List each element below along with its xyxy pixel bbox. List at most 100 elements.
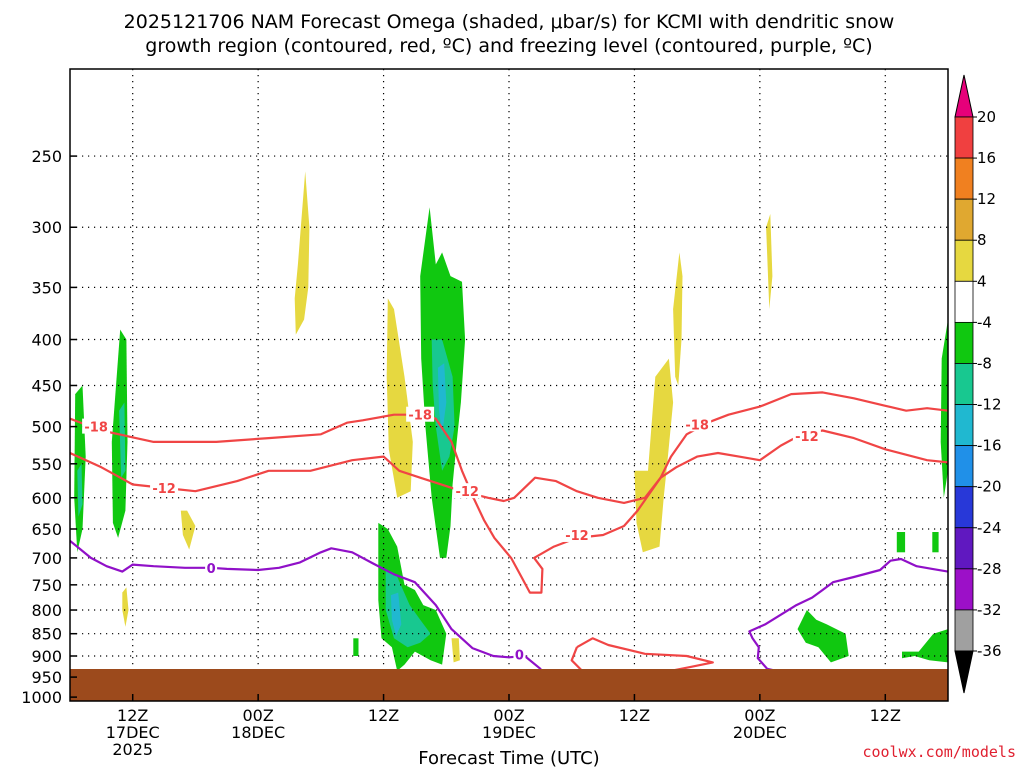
y-tick-label-300: 300 <box>31 218 62 237</box>
colorbar-band-12 <box>954 609 974 652</box>
colorbar-band-0 <box>954 116 974 159</box>
contour-label-freezing-0-1: 0 <box>515 649 524 664</box>
omega-region-rise-9 <box>932 532 939 553</box>
omega-region-rise-3c <box>437 363 447 435</box>
y-tick-label-550: 550 <box>31 455 62 474</box>
x-tick-label-6: 12Z <box>117 706 148 725</box>
contour-label-dgz-minus12-0: -12 <box>152 482 176 497</box>
contour-label-dgz-minus12-2: -12 <box>565 529 589 544</box>
y-tick-label-450: 450 <box>31 376 62 395</box>
omega-region-sink-7 <box>673 252 683 386</box>
contour-dgz-minus12 <box>70 429 948 504</box>
colorbar-label-1: 16 <box>977 149 996 167</box>
colorbar-band-4 <box>954 280 974 323</box>
y-axis: 250 300 350 400 450 500 550 600 650 700 750 800 850 9… <box>21 147 77 707</box>
y-tick-label-600: 600 <box>31 489 62 508</box>
x-tick-label-18: 00Z <box>242 706 273 725</box>
colorbar-label-3: 8 <box>977 231 987 249</box>
y-tick-label-650: 650 <box>31 520 62 539</box>
contour-label-bg-dgz-minus18-0 <box>82 418 111 434</box>
x-tick-date-42: 19DEC <box>482 723 536 742</box>
omega-region-rise-8 <box>896 532 906 553</box>
y-tick-label-850: 850 <box>31 625 62 644</box>
colorbar-label-4: 4 <box>977 272 987 290</box>
colorbar-label-7: -12 <box>977 396 1002 414</box>
contour-label-bg-freezing-0-1 <box>513 646 526 662</box>
contour-label-dgz-minus18-1: -18 <box>408 409 432 424</box>
colorbar: 20 16 12 8 4 -4 -8 -12 -16 -20 -24 -28 -32 -36 <box>954 74 1002 694</box>
y-tick-label-350: 350 <box>31 278 62 297</box>
grid-lines <box>70 69 948 701</box>
omega-region-sink-8 <box>766 214 773 310</box>
y-tick-label-800: 800 <box>31 601 62 620</box>
omega-region-sink-6 <box>634 358 674 553</box>
colorbar-label-13: -36 <box>977 642 1002 660</box>
colorbar-band-8 <box>954 445 974 488</box>
contour-label-freezing-0-0: 0 <box>207 562 216 577</box>
x-axis-label: Forecast Time (UTC) <box>418 748 599 768</box>
contour-freezing-0-east <box>748 557 948 687</box>
y-tick-label-700: 700 <box>31 549 62 568</box>
contour-dgz-minus18 <box>70 391 948 594</box>
contour-label-dgz-minus18-0: -18 <box>84 421 108 436</box>
chart-title-line-2: growth region (contoured, red, ºC) and f… <box>145 35 872 57</box>
omega-region-rise-4c <box>390 592 402 636</box>
colorbar-band-6 <box>954 363 974 405</box>
colorbar-band-5 <box>954 321 974 364</box>
colorbar-band-1 <box>954 157 974 200</box>
colorbar-label-5: -4 <box>977 313 992 331</box>
contour-label-bg-freezing-0-0 <box>205 559 218 575</box>
colorbar-band-10 <box>954 527 974 570</box>
y-tick-label-950: 950 <box>31 668 62 687</box>
x-tick-label-54: 12Z <box>619 706 650 725</box>
colorbar-label-8: -16 <box>977 437 1002 455</box>
omega-region-rise-10 <box>353 638 359 656</box>
omega-region-rise-6 <box>902 629 948 663</box>
colorbar-label-6: -8 <box>977 354 992 372</box>
omega-region-rise-2b <box>119 402 126 478</box>
omega-region-sink-1 <box>122 587 129 627</box>
colorbar-band-2 <box>954 198 974 241</box>
contour-label-bg-dgz-minus12-1 <box>453 483 482 499</box>
colorbar-band-9 <box>954 486 974 529</box>
y-tick-label-500: 500 <box>31 418 62 437</box>
omega-region-rise-1b <box>77 463 83 517</box>
colorbar-under-arrow <box>954 650 974 694</box>
x-tick-label-42: 00Z <box>493 706 524 725</box>
omega-region-rise-5 <box>797 610 849 663</box>
contour-label-dgz-minus12-3: -12 <box>795 430 819 445</box>
credit-link[interactable]: coolwx.com/models <box>862 743 1016 761</box>
colorbar-label-2: 12 <box>977 190 996 208</box>
plot-area: -18-18-18-12-12-12-12-12000 <box>70 69 948 701</box>
contour-label-dgz-minus18-2: -18 <box>685 418 709 433</box>
x-tick-label-66: 00Z <box>744 706 775 725</box>
omega-region-rise-7 <box>940 319 948 498</box>
contour-label-bg-dgz-minus18-1 <box>406 406 435 422</box>
contour-freezing-0 <box>70 539 548 693</box>
colorbar-label-10: -24 <box>977 519 1002 537</box>
colorbar-label-9: -20 <box>977 478 1002 496</box>
colorbar-over-arrow <box>954 74 974 118</box>
y-tick-label-750: 750 <box>31 576 62 595</box>
x-tick-year-6: 2025 <box>112 740 153 759</box>
x-tick-label-78: 12Z <box>870 706 901 725</box>
contours: -18-18-18-12-12-12-12-12000 <box>70 391 948 700</box>
colorbar-label-12: -32 <box>977 601 1002 619</box>
x-tick-date-66: 20DEC <box>733 723 787 742</box>
x-tick-label-30: 12Z <box>368 706 399 725</box>
omega-region-sink-5 <box>451 638 460 663</box>
colorbar-band-3 <box>954 239 974 282</box>
y-tick-label-400: 400 <box>31 331 62 350</box>
contour-label-bg-dgz-minus12-0 <box>150 479 179 495</box>
omega-shading <box>74 171 948 671</box>
omega-region-sink-3 <box>294 171 310 335</box>
y-tick-label-1000: 1000 <box>21 688 62 707</box>
chart-title-line-1: 2025121706 NAM Forecast Omega (shaded, μ… <box>124 11 895 33</box>
contour-label-bg-dgz-minus18-2 <box>683 416 712 432</box>
contour-label-dgz-minus12-1: -12 <box>455 485 479 500</box>
omega-region-sink-4 <box>386 298 413 498</box>
colorbar-label-11: -28 <box>977 560 1002 578</box>
colorbar-label-0: 20 <box>977 108 996 126</box>
